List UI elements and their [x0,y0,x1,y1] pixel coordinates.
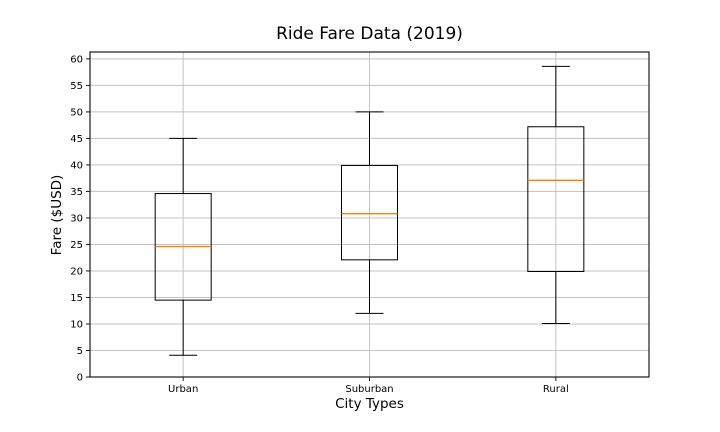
box [341,164,398,261]
y-tick-label: 60 [70,54,83,65]
y-tick-label: 20 [70,266,83,277]
y-tick-label: 0 [77,373,83,384]
y-tick-label: 35 [70,187,83,198]
y-tick-label: 25 [70,240,83,251]
chart-title: Ride Fare Data (2019) [276,24,463,44]
box [527,126,585,272]
y-tick-label: 30 [70,213,83,224]
y-tick-label: 55 [70,81,83,92]
y-tick-label: 15 [70,293,83,304]
y-tick-label: 45 [70,134,83,145]
y-tick-label: 5 [77,346,83,357]
x-axis-label: City Types [335,396,404,412]
x-tick-label: Rural [543,384,569,395]
x-tick-label: Suburban [345,384,393,395]
x-tick-label: Urban [168,384,198,395]
y-tick-label: 50 [70,107,83,118]
y-tick-label: 40 [70,160,83,171]
y-tick-label: 10 [70,319,83,330]
